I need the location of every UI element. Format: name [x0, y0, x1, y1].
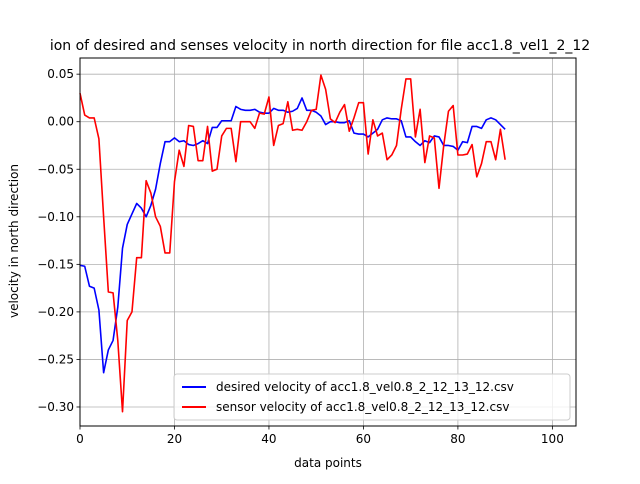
series-line-desired [79, 97, 506, 374]
y-tick-label: 0.05 [47, 67, 74, 81]
x-axis: 0 20 40 60 80 100 [76, 426, 564, 446]
y-tick-label: −0.30 [37, 400, 74, 414]
legend-box [173, 373, 571, 421]
x-tick-label: 0 [76, 432, 84, 446]
chart-title: ion of desired and senses velocity in no… [50, 38, 590, 54]
x-tick-label: 60 [356, 432, 371, 446]
y-axis: 0.05 0.00 −0.05 −0.10 −0.15 −0.20 −0.25 −0.30 [37, 67, 80, 414]
legend-label-sensor: sensor velocity of acc1.8_vel0.8_2_12_13… [216, 400, 509, 414]
series-lines [79, 74, 506, 413]
plot-area [80, 58, 576, 426]
series-line-sensor [79, 74, 506, 413]
y-tick-label: −0.05 [37, 162, 74, 176]
x-tick-label: 100 [541, 432, 564, 446]
axes-frame [79, 57, 577, 427]
y-tick-label: 0.00 [47, 115, 74, 129]
y-tick-label: −0.10 [37, 210, 74, 224]
y-tick-label: −0.25 [37, 352, 74, 366]
x-axis-label: data points [294, 456, 362, 470]
y-tick-label: −0.15 [37, 257, 74, 271]
x-tick-label: 80 [450, 432, 465, 446]
x-tick-label: 40 [261, 432, 276, 446]
x-tick-label: 20 [167, 432, 182, 446]
legend-label-desired: desired velocity of acc1.8_vel0.8_2_12_1… [216, 380, 514, 394]
legend: desired velocity of acc1.8_vel0.8_2_12_1… [173, 373, 571, 421]
y-tick-label: −0.20 [37, 305, 74, 319]
y-axis-label: velocity in north direction [7, 164, 21, 318]
